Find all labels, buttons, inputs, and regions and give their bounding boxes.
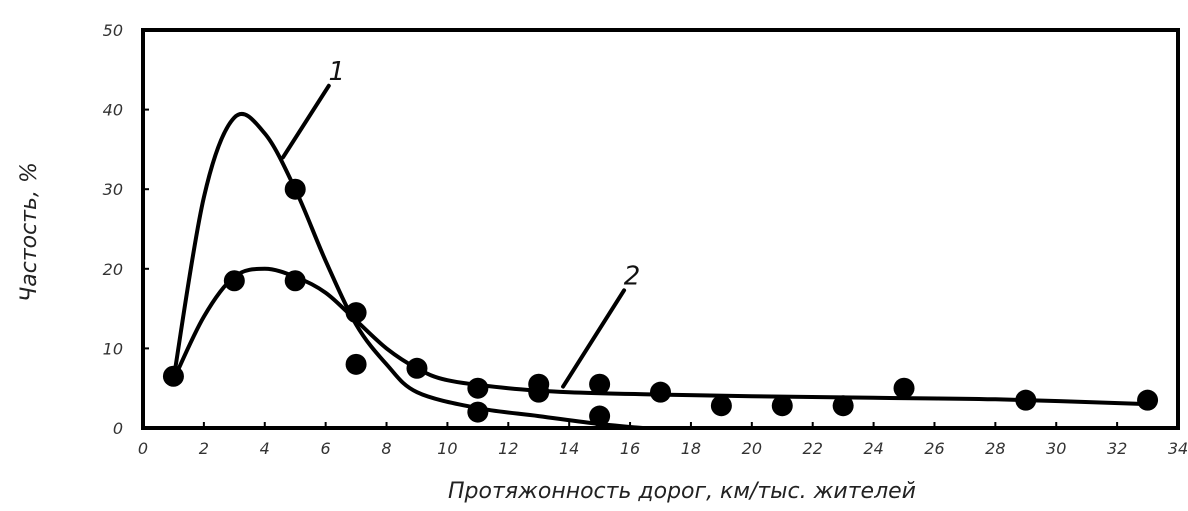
data-point-series-2: [589, 373, 611, 395]
x-tick-label: 14: [559, 439, 579, 458]
data-point-series-2: [771, 395, 793, 417]
data-point-series-2: [893, 377, 915, 399]
x-tick-label: 28: [985, 439, 1005, 458]
x-tick-label: 4: [260, 439, 270, 458]
x-tick-label: 18: [681, 439, 701, 458]
y-tick-label: 40: [103, 101, 123, 120]
annotation-leader-2: [561, 288, 627, 389]
x-tick-label: 10: [437, 439, 457, 458]
x-tick-label: 6: [321, 439, 331, 458]
data-point-series-2: [1015, 389, 1037, 411]
x-tick-label: 30: [1046, 439, 1066, 458]
series-2: [171, 266, 1150, 407]
data-point-series-1: [345, 353, 367, 375]
y-axis-label: Частость, %: [17, 162, 42, 302]
y-tick-label: 50: [103, 21, 123, 40]
x-tick-label: 32: [1107, 439, 1127, 458]
annotation-label-1: 1: [329, 57, 346, 87]
data-point-series-1: [467, 401, 489, 423]
plot-frame: [141, 28, 1180, 430]
x-tick-label: 24: [863, 439, 883, 458]
series-1: [171, 111, 662, 428]
data-point-series-2: [832, 395, 854, 417]
data-point-series-2: [284, 270, 306, 292]
plot-area: 0 2 4 6 8 10 12 14 16 18 20 22 24 26 28 30 32 34010203040…: [103, 21, 1188, 458]
data-point-series-1: [589, 405, 611, 427]
x-tick-label: 22: [803, 439, 823, 458]
y-tick-label: 20: [103, 260, 123, 279]
x-tick-label: 16: [620, 439, 640, 458]
y-tick-label: 30: [103, 180, 123, 199]
data-point-series-1: [284, 178, 306, 200]
data-point-series-2: [345, 302, 367, 324]
data-point-series-2: [528, 373, 550, 395]
x-tick-label: 20: [742, 439, 762, 458]
annotation-label-2: 2: [624, 261, 641, 291]
y-tick-label: 10: [103, 339, 123, 358]
annotation-leader-1: [281, 83, 331, 160]
x-tick-label: 2: [199, 439, 209, 458]
data-point-series-2: [467, 377, 489, 399]
data-point-series-2: [406, 357, 428, 379]
x-tick-label: 0: [138, 439, 148, 458]
data-point-series-2: [650, 381, 671, 403]
data-point-series-2: [1137, 389, 1159, 411]
data-point-series-2: [223, 270, 245, 292]
x-tick-label: 26: [924, 439, 944, 458]
series-line-1: [171, 111, 662, 428]
x-tick-label: 12: [498, 439, 518, 458]
series-line-2: [171, 266, 1150, 407]
x-tick-label: 8: [381, 439, 391, 458]
x-axis-label: Протяжонность дорог, км/тыс. жителей: [448, 479, 916, 504]
data-point-series-2: [710, 395, 732, 417]
y-tick-label: 0: [113, 419, 123, 438]
x-tick-label: 34: [1168, 439, 1188, 458]
